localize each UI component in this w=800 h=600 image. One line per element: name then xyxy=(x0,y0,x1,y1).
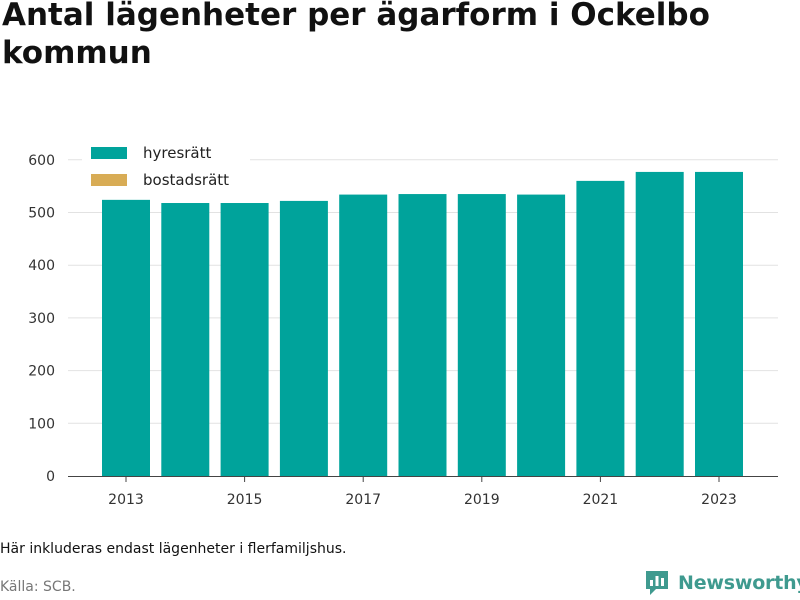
bar xyxy=(576,180,625,476)
source-text: Källa: SCB. xyxy=(0,579,76,595)
bar xyxy=(339,194,388,476)
y-tick-label: 300 xyxy=(28,311,55,327)
x-tick-label: 2017 xyxy=(345,492,381,508)
x-tick-label: 2023 xyxy=(701,492,737,508)
y-axis-tick-labels: 0 100 200 300 400 500 600 xyxy=(28,153,55,485)
chart-title: Antal lägenheter per ägarform i Ockelbo … xyxy=(2,0,710,71)
y-tick-label: 100 xyxy=(28,416,55,432)
x-tick-label: 2013 xyxy=(108,492,144,508)
bar xyxy=(635,171,684,476)
bar xyxy=(398,194,447,476)
y-tick-label: 600 xyxy=(28,153,55,169)
y-tick-label: 0 xyxy=(46,469,55,485)
chart-note: Här inkluderas endast lägenheter i flerf… xyxy=(0,541,347,557)
bar xyxy=(517,194,566,476)
bar xyxy=(220,203,269,477)
legend-label: hyresrätt xyxy=(143,144,212,162)
x-tick-label: 2019 xyxy=(464,492,500,508)
y-tick-label: 400 xyxy=(28,258,55,274)
legend: hyresrätt bostadsrätt xyxy=(82,140,250,196)
bar xyxy=(102,199,150,477)
brand-logo: Newsworthy xyxy=(644,568,800,598)
y-tick-label: 500 xyxy=(28,206,55,222)
legend-label: bostadsrätt xyxy=(143,171,229,189)
x-tick-label: 2015 xyxy=(227,492,263,508)
brand-name: Newsworthy xyxy=(678,572,800,594)
y-tick-label: 200 xyxy=(28,364,55,380)
bar xyxy=(695,171,743,476)
newsworthy-logo-icon xyxy=(646,571,668,595)
legend-swatch xyxy=(91,147,127,159)
x-tick-label: 2021 xyxy=(583,492,619,508)
x-axis-tick-labels: 2013 2015 2017 2019 2021 2023 xyxy=(108,476,737,508)
bar-chart: 0 100 200 300 400 500 600 2013 2015 2017 2019 2021… xyxy=(28,140,778,508)
bar xyxy=(457,194,506,476)
bar xyxy=(279,200,328,476)
legend-swatch xyxy=(91,174,127,186)
bars xyxy=(102,171,743,477)
bar xyxy=(161,203,210,477)
